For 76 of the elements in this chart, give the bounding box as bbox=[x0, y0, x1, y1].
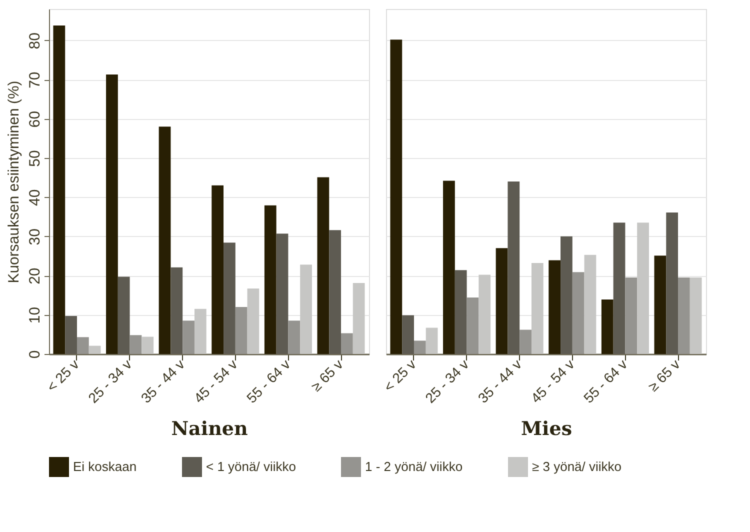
x-axis-title: Nainen bbox=[171, 418, 248, 440]
bar bbox=[390, 40, 402, 354]
y-tick-label: 70 bbox=[26, 72, 44, 88]
bar bbox=[329, 230, 342, 354]
bar bbox=[53, 25, 66, 354]
x-tick-label: 35 - 44 v bbox=[474, 356, 525, 406]
bar bbox=[76, 337, 89, 354]
bar bbox=[414, 340, 426, 354]
bar bbox=[637, 222, 649, 354]
bar bbox=[454, 270, 467, 354]
x-tick-label: 45 - 54 v bbox=[190, 356, 240, 406]
bar bbox=[496, 248, 508, 354]
y-tick-label: 30 bbox=[26, 228, 44, 246]
bar bbox=[142, 336, 154, 354]
y-tick-label: 50 bbox=[26, 150, 44, 167]
legend-label: ≥ 3 yönä/ viikko bbox=[532, 459, 622, 474]
bar bbox=[106, 74, 118, 354]
x-tick-label: 55 - 64 v bbox=[580, 356, 630, 406]
x-tick-label: 25 - 34 v bbox=[84, 356, 135, 406]
bar bbox=[520, 330, 532, 354]
bar bbox=[690, 278, 702, 354]
bar bbox=[426, 328, 438, 354]
bar bbox=[88, 346, 101, 354]
bar bbox=[300, 264, 312, 354]
bar bbox=[508, 182, 520, 354]
x-tick-label: ≥ 65 v bbox=[644, 356, 683, 394]
y-tick-label: 20 bbox=[26, 268, 44, 284]
y-tick-label: 10 bbox=[26, 306, 44, 324]
bar bbox=[235, 306, 248, 354]
bar bbox=[584, 254, 596, 354]
bar bbox=[341, 333, 353, 354]
bar bbox=[65, 316, 77, 354]
bar bbox=[224, 242, 236, 354]
bar bbox=[158, 126, 171, 354]
x-tick-label: 55 - 64 v bbox=[243, 356, 294, 406]
x-tick-label: < 25 v bbox=[380, 356, 419, 395]
bar bbox=[194, 308, 206, 354]
x-tick-label: ≥ 65 v bbox=[308, 356, 346, 394]
bar bbox=[352, 283, 365, 354]
x-tick-label: 25 - 34 v bbox=[422, 356, 472, 406]
x-tick-label: < 25 v bbox=[43, 356, 82, 395]
bar bbox=[264, 205, 276, 354]
bar bbox=[317, 177, 330, 354]
y-tick-label: 0 bbox=[26, 350, 44, 359]
bar bbox=[212, 185, 224, 354]
bar bbox=[548, 260, 561, 354]
bar bbox=[466, 298, 479, 354]
bar bbox=[478, 274, 491, 354]
bar bbox=[276, 234, 288, 354]
bar bbox=[601, 300, 614, 354]
bar bbox=[247, 288, 260, 354]
legend-label: < 1 yönä/ viikko bbox=[206, 459, 296, 474]
legend-label: 1 - 2 yönä/ viikko bbox=[365, 459, 463, 474]
y-tick-label: 80 bbox=[26, 32, 44, 50]
bar bbox=[531, 263, 544, 354]
y-tick-label: 40 bbox=[26, 189, 44, 206]
bar bbox=[572, 272, 584, 354]
y-tick-label: 60 bbox=[26, 110, 44, 128]
x-tick-label: 35 - 44 v bbox=[138, 356, 188, 406]
bar bbox=[678, 278, 690, 354]
bar bbox=[288, 320, 300, 354]
bar bbox=[625, 278, 638, 354]
bar bbox=[402, 315, 414, 354]
legend-label: Ei koskaan bbox=[73, 459, 137, 474]
bar bbox=[443, 180, 455, 354]
bar bbox=[130, 335, 142, 354]
bar bbox=[118, 276, 130, 354]
bar bbox=[654, 256, 666, 354]
bar bbox=[170, 267, 183, 354]
x-tick-label: 45 - 54 v bbox=[528, 356, 578, 406]
bar bbox=[560, 236, 572, 354]
bar bbox=[613, 222, 626, 354]
x-axis-title: Mies bbox=[520, 418, 572, 440]
y-axis-title: Kuorsauksen esiintyminen (%) bbox=[6, 80, 22, 284]
bar bbox=[182, 320, 194, 354]
bar bbox=[666, 212, 678, 354]
